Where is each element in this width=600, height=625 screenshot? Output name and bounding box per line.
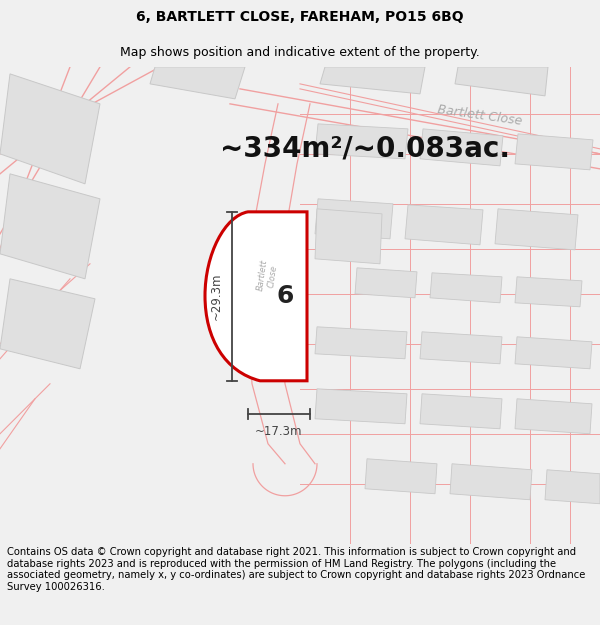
- Polygon shape: [515, 399, 592, 434]
- Text: ~17.3m: ~17.3m: [255, 425, 303, 438]
- Polygon shape: [355, 268, 417, 298]
- PathPatch shape: [205, 212, 307, 381]
- Polygon shape: [320, 67, 425, 94]
- Polygon shape: [0, 174, 100, 279]
- Text: Map shows position and indicative extent of the property.: Map shows position and indicative extent…: [120, 46, 480, 59]
- Polygon shape: [430, 273, 502, 303]
- Polygon shape: [420, 129, 503, 166]
- Polygon shape: [315, 327, 407, 359]
- Text: 6, BARTLETT CLOSE, FAREHAM, PO15 6BQ: 6, BARTLETT CLOSE, FAREHAM, PO15 6BQ: [136, 11, 464, 24]
- Text: Contains OS data © Crown copyright and database right 2021. This information is : Contains OS data © Crown copyright and d…: [7, 547, 586, 592]
- Polygon shape: [315, 199, 393, 239]
- Polygon shape: [515, 277, 582, 307]
- Text: Bartlett Close: Bartlett Close: [437, 104, 523, 128]
- Text: ~334m²/~0.083ac.: ~334m²/~0.083ac.: [220, 135, 510, 163]
- Polygon shape: [455, 67, 548, 96]
- Polygon shape: [150, 67, 245, 99]
- Polygon shape: [515, 134, 593, 170]
- Polygon shape: [315, 389, 407, 424]
- Polygon shape: [405, 205, 483, 245]
- Polygon shape: [450, 464, 532, 500]
- Text: Bartlett
Close: Bartlett Close: [256, 259, 280, 293]
- Polygon shape: [0, 74, 100, 184]
- Polygon shape: [0, 279, 95, 369]
- Polygon shape: [315, 209, 382, 264]
- Polygon shape: [420, 394, 502, 429]
- Polygon shape: [515, 337, 592, 369]
- Polygon shape: [495, 209, 578, 250]
- Polygon shape: [365, 459, 437, 494]
- Text: ~29.3m: ~29.3m: [209, 272, 223, 320]
- Text: 6: 6: [277, 284, 293, 308]
- Polygon shape: [420, 332, 502, 364]
- Polygon shape: [315, 124, 408, 159]
- Polygon shape: [545, 470, 600, 504]
